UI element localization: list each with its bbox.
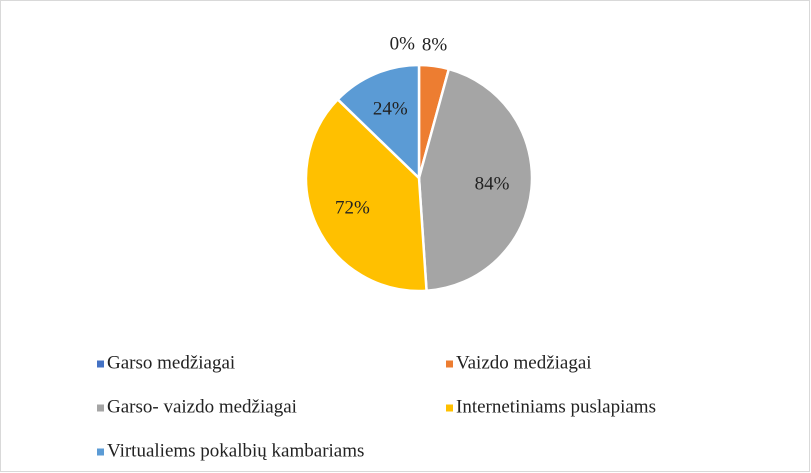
- legend-swatch: [97, 448, 104, 456]
- legend-swatch: [97, 404, 104, 412]
- legend-label: Garso medžiagai: [107, 352, 235, 373]
- data-label: 8%: [422, 34, 448, 55]
- legend-swatch: [97, 360, 104, 368]
- legend-swatch: [446, 404, 453, 412]
- pie-slice: [304, 97, 428, 293]
- data-label: 0%: [390, 33, 416, 54]
- legend-label: Internetiniams puslapiams: [456, 396, 656, 417]
- data-label: 24%: [373, 99, 408, 120]
- data-label: 72%: [335, 197, 370, 218]
- pie-slice: [336, 63, 421, 181]
- legend-swatch: [446, 360, 453, 368]
- legend-label: Virtualiems pokalbių kambariams: [107, 440, 364, 461]
- data-label: 84%: [475, 174, 510, 195]
- legend-label: Vaizdo medžiagai: [456, 352, 592, 373]
- pie-slice: [417, 67, 534, 293]
- legend-label: Garso- vaizdo medžiagai: [107, 396, 297, 417]
